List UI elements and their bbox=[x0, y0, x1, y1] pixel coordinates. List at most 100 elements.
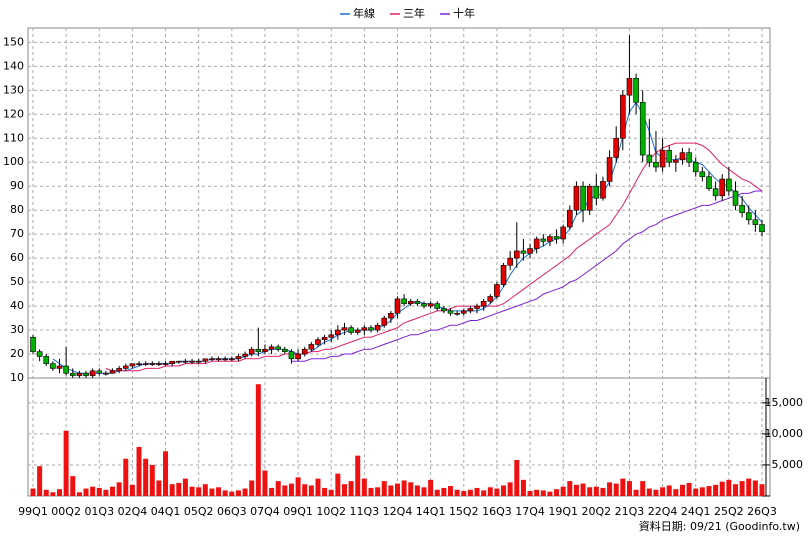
candle-body bbox=[620, 94, 626, 139]
volume-bar bbox=[242, 488, 248, 496]
volume-bar bbox=[554, 489, 560, 496]
volume-bar bbox=[348, 481, 354, 496]
y-tick-label: 60 bbox=[10, 251, 24, 264]
volume-bar bbox=[143, 458, 149, 496]
volume-bar bbox=[646, 488, 652, 496]
legend-label: 十年 bbox=[453, 6, 475, 20]
candle-body bbox=[686, 152, 692, 163]
candle-body bbox=[69, 372, 76, 376]
y-tick-label: 120 bbox=[3, 107, 24, 120]
volume-bar bbox=[395, 483, 400, 496]
candle-body bbox=[142, 363, 149, 365]
candle-body bbox=[646, 154, 653, 163]
volume-bar bbox=[388, 485, 394, 496]
candle-body bbox=[30, 336, 36, 352]
volume-bar bbox=[746, 478, 752, 496]
candle-body bbox=[732, 190, 739, 206]
candle-body bbox=[699, 171, 706, 177]
candle-body bbox=[606, 157, 613, 182]
candle-body bbox=[500, 265, 507, 285]
candle-body bbox=[580, 185, 586, 211]
candle-body bbox=[295, 353, 301, 360]
candle-body bbox=[202, 358, 209, 362]
volume-bar bbox=[341, 484, 347, 496]
volume-bar bbox=[229, 491, 235, 496]
volume-bar bbox=[110, 486, 116, 496]
candle-body bbox=[460, 310, 467, 314]
candle-body bbox=[169, 360, 175, 364]
volume-bar bbox=[454, 489, 460, 496]
volume-bar bbox=[441, 487, 447, 496]
volume-bar bbox=[169, 484, 175, 496]
volume-bar bbox=[355, 455, 361, 496]
candle-body bbox=[639, 102, 646, 156]
ma-line bbox=[291, 190, 762, 362]
candle-body bbox=[162, 363, 169, 365]
volume-bar bbox=[182, 478, 188, 496]
candle-body bbox=[447, 310, 454, 314]
candle-body bbox=[268, 346, 275, 350]
volume-bar bbox=[76, 492, 82, 496]
candle-body bbox=[427, 303, 434, 307]
volume-bar bbox=[288, 483, 294, 496]
volume-bar bbox=[633, 489, 639, 496]
candle-body bbox=[235, 356, 242, 360]
candle-body bbox=[593, 185, 600, 199]
volume-bar bbox=[567, 481, 573, 496]
y-tick-label: 20 bbox=[10, 347, 24, 360]
y-tick-label: 110 bbox=[3, 131, 24, 144]
volume-bar bbox=[560, 486, 566, 496]
volume-bar bbox=[527, 491, 533, 496]
candle-body bbox=[653, 161, 659, 168]
y-tick-label: 30 bbox=[10, 323, 24, 336]
x-tick-label: 07Q4 bbox=[250, 505, 280, 518]
x-tick-label: 17Q4 bbox=[515, 505, 545, 518]
candle-body bbox=[381, 317, 388, 326]
volume-bar bbox=[540, 490, 546, 496]
candle-body bbox=[401, 298, 407, 304]
candle-body bbox=[56, 365, 63, 369]
candle-body bbox=[374, 324, 381, 331]
candle-body bbox=[242, 353, 248, 357]
volume-bar bbox=[726, 479, 732, 496]
candle-body bbox=[407, 300, 414, 304]
volume-bar bbox=[83, 488, 89, 496]
candle-body bbox=[275, 346, 282, 350]
x-tick-label: 24Q1 bbox=[681, 505, 711, 518]
volume-bar bbox=[37, 466, 43, 496]
candle-body bbox=[348, 327, 354, 333]
candle-body bbox=[136, 363, 142, 365]
candle-body bbox=[613, 137, 620, 158]
candle-body bbox=[533, 238, 540, 249]
plot-frame bbox=[27, 27, 771, 497]
candle-body bbox=[63, 365, 69, 374]
candle-body bbox=[215, 358, 222, 361]
volume-bar bbox=[428, 479, 434, 496]
candle-body bbox=[122, 365, 129, 369]
candle-body bbox=[262, 348, 268, 352]
volume-bar bbox=[467, 489, 473, 496]
candle-body bbox=[739, 205, 745, 213]
candle-body bbox=[520, 250, 527, 254]
candle-body bbox=[116, 368, 122, 372]
candle-body bbox=[248, 348, 255, 355]
volume-bar bbox=[573, 484, 579, 496]
volume-bar bbox=[163, 451, 169, 496]
candle-body bbox=[547, 236, 553, 242]
candle-body bbox=[454, 312, 460, 315]
candle-body bbox=[513, 250, 520, 259]
volume-bar bbox=[713, 484, 719, 496]
x-tick-label: 01Q3 bbox=[84, 505, 114, 518]
volume-bar bbox=[308, 485, 314, 496]
candle-body bbox=[255, 348, 262, 352]
candle-body bbox=[83, 372, 89, 376]
candle-body bbox=[692, 161, 699, 173]
volume-bar bbox=[706, 486, 712, 496]
volume-bar bbox=[613, 483, 619, 496]
x-tick-label: 02Q4 bbox=[118, 505, 148, 518]
candle-body bbox=[89, 370, 96, 376]
x-tick-label: 10Q2 bbox=[316, 505, 346, 518]
volume-bar bbox=[116, 482, 122, 496]
volume-bar bbox=[90, 486, 96, 496]
